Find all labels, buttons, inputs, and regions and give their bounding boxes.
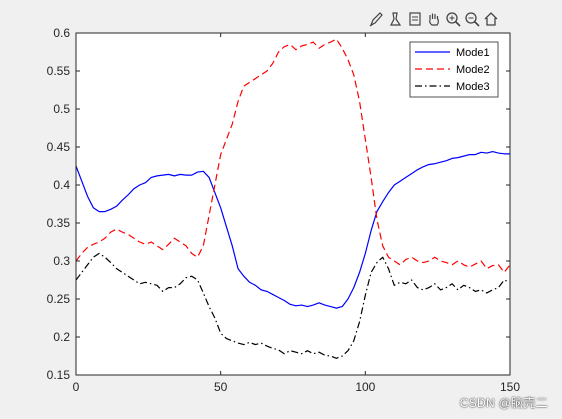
zoom-in-icon[interactable] [444, 9, 462, 29]
y-tick-label: 0.55 [47, 64, 71, 78]
series-mode3-line [75, 252, 511, 359]
legend-label-mode3: Mode3 [456, 81, 490, 93]
legend: Mode1 Mode2 Mode3 [409, 41, 499, 98]
home-icon[interactable] [482, 9, 500, 29]
brush-icon[interactable] [368, 9, 386, 29]
y-tick-label: 0.5 [53, 102, 70, 116]
series-mode1-line [75, 150, 510, 309]
x-tick-label: 100 [355, 380, 375, 394]
legend-label-mode2: Mode2 [456, 64, 490, 76]
legend-label-mode1: Mode1 [456, 47, 490, 59]
figure-toolbar [368, 8, 500, 30]
series-layer [75, 38, 511, 359]
legend-box [409, 41, 499, 98]
y-tick-label: 0.4 [53, 178, 70, 192]
pan-hand-icon[interactable] [425, 9, 443, 29]
y-tick-label: 0.6 [53, 26, 70, 40]
zoom-out-icon[interactable] [463, 9, 481, 29]
axis-layer: 0 50 100 150 0.15 0.2 0.25 0.3 0.35 0.4 0.45 0.5 0.5… [47, 26, 521, 394]
y-tick-label: 0.3 [53, 254, 70, 268]
series-mode2-line [75, 38, 511, 273]
x-tick-label: 0 [73, 380, 80, 394]
plot-frame [75, 32, 511, 376]
copy-figure-icon[interactable] [406, 9, 424, 29]
y-tick-label: 0.15 [47, 368, 71, 382]
x-tick-label: 50 [214, 380, 228, 394]
y-tick-label: 0.25 [47, 292, 71, 306]
save-icon[interactable] [387, 9, 405, 29]
y-tick-label: 0.2 [53, 330, 70, 344]
y-tick-label: 0.45 [47, 140, 71, 154]
y-tick-label: 0.35 [47, 216, 71, 230]
x-tick-label: 150 [500, 380, 520, 394]
watermark: CSDN @脑壳二 [459, 396, 548, 410]
